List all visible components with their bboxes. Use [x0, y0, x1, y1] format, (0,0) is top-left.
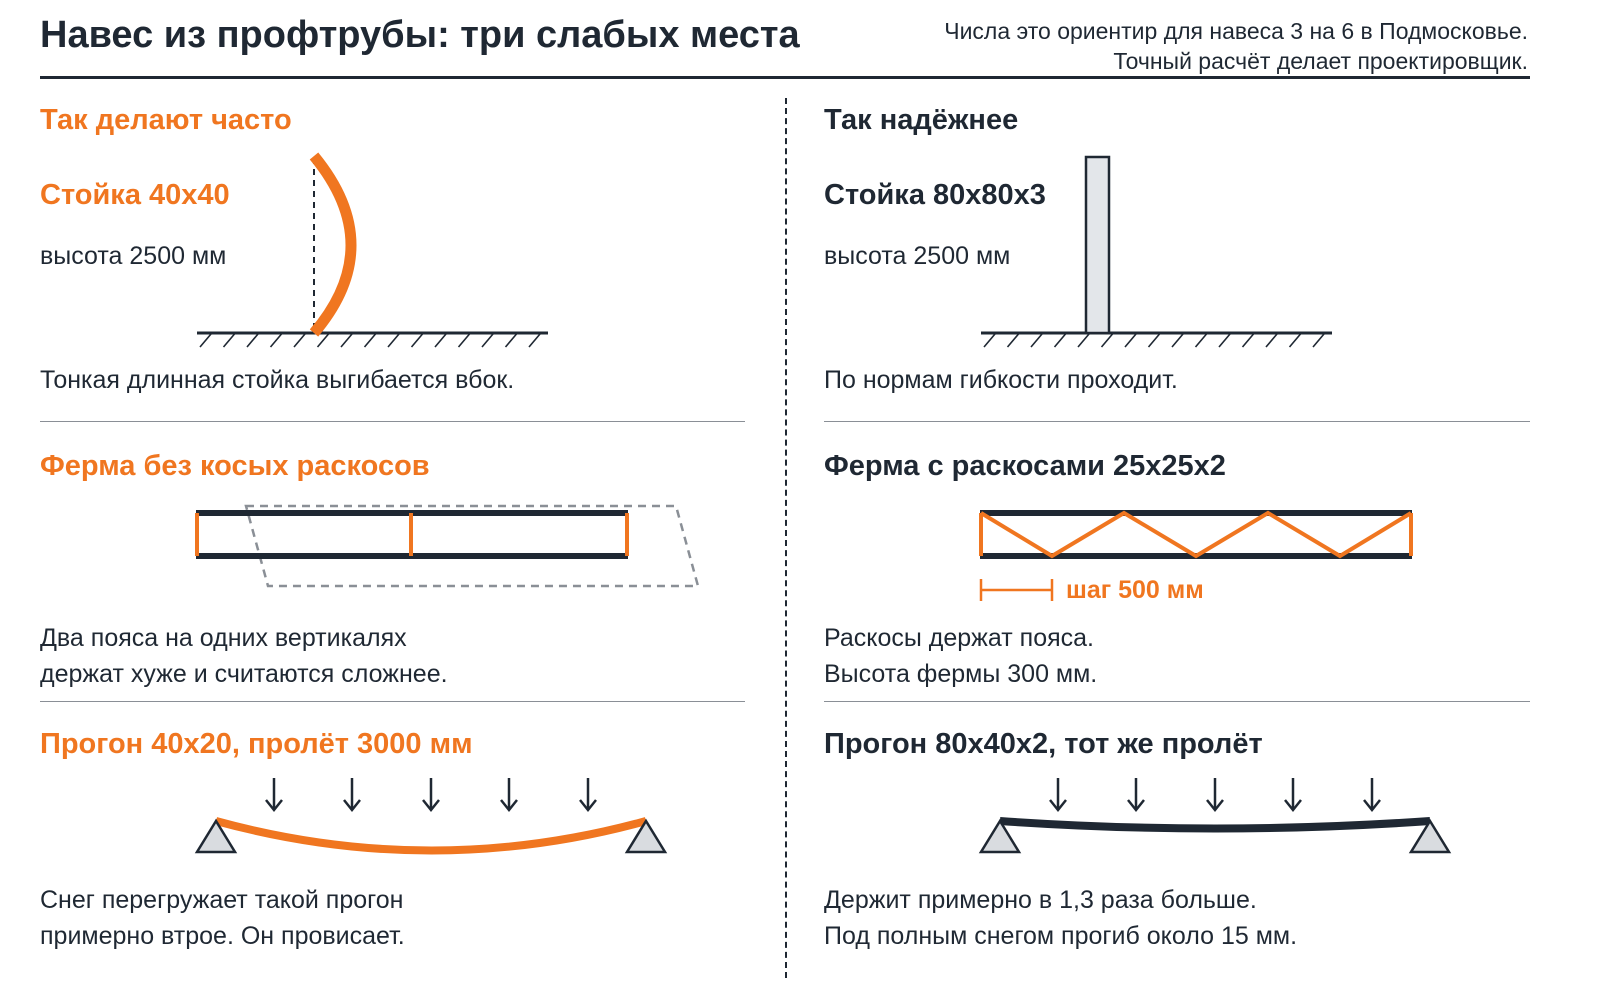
disclaimer-line-1: Числа это ориентир для навеса 3 на 6 в П…: [944, 18, 1528, 44]
sagging-purlin: [214, 817, 648, 855]
left-purlin-caption-line-2: примерно втрое. Он провисает.: [40, 922, 405, 950]
right-post-height: высота 2500 мм: [824, 242, 1011, 270]
right-post-diagram: [981, 155, 1332, 348]
left-separator-2: [40, 701, 745, 702]
left-purlin-diagram: [194, 778, 668, 855]
down-arrow-icon: [1049, 778, 1067, 813]
disclaimer-note: Числа это ориентир для навеса 3 на 6 в П…: [944, 16, 1528, 76]
left-post-caption: Тонкая длинная стойка выгибается вбок.: [40, 366, 515, 394]
left-column-title: Так делают часто: [40, 104, 292, 136]
ground-hatch-mark: [1265, 333, 1278, 348]
stiff-purlin: [999, 817, 1431, 833]
right-purlin-caption: Держит примерно в 1,3 раза больше. Под п…: [824, 882, 1297, 954]
ground-hatch-mark: [293, 333, 306, 348]
right-separator-2: [824, 701, 1530, 702]
disclaimer-line-2: Точный расчёт делает проектировщик.: [1113, 48, 1528, 74]
right-truss-caption-line-2: Высота фермы 300 мм.: [824, 660, 1098, 688]
ground-hatch-mark: [1077, 333, 1090, 348]
left-truss-diagram: [195, 504, 700, 588]
ground-hatch-mark: [199, 333, 212, 348]
ground-hatch-mark: [387, 333, 400, 348]
step-dimension: [979, 579, 1054, 601]
right-purlin-label: Прогон 80x40x2, тот же пролёт: [824, 728, 1263, 760]
left-support-b: [624, 818, 668, 854]
left-purlin-caption-line-1: Снег перегружает такой прогон: [40, 886, 404, 914]
left-truss-label: Ферма без косых раскосов: [40, 450, 430, 482]
down-arrow-icon: [1363, 778, 1381, 813]
ground-hatch-mark: [504, 333, 518, 348]
right-truss-caption: Раскосы держат пояса. Высота фермы 300 м…: [824, 620, 1097, 692]
ground-hatch-mark: [1312, 333, 1325, 348]
right-post-caption: По нормам гибкости проходит.: [824, 366, 1178, 394]
header-rule: [40, 76, 1530, 79]
right-support-a: [978, 818, 1022, 854]
ground-hatch-mark: [481, 333, 494, 348]
ground-hatch-mark: [983, 333, 996, 348]
left-post-height: высота 2500 мм: [40, 242, 227, 270]
deformed-truss-outline: [244, 504, 700, 588]
ground-hatch-mark: [1241, 333, 1255, 348]
ground-hatch-mark: [316, 333, 330, 348]
ground-hatch-mark: [1218, 333, 1231, 348]
column-divider: [785, 98, 787, 978]
down-arrow-icon: [579, 778, 597, 813]
left-separator-1: [40, 421, 745, 422]
left-truss-caption: Два пояса на одних вертикалях держат хуж…: [40, 620, 448, 692]
right-column-title: Так надёжнее: [824, 104, 1019, 136]
ground-hatch-mark: [269, 333, 283, 348]
right-truss-diagram: [979, 510, 1413, 601]
ground-hatch-mark: [1053, 333, 1067, 348]
ground-hatch-mark: [1100, 333, 1114, 348]
right-post-label: Стойка 80x80x3: [824, 179, 1046, 211]
ground-hatch-mark: [246, 333, 259, 348]
right-purlin-caption-line-2: Под полным снегом прогиб около 15 мм.: [824, 922, 1298, 950]
ground-hatch-mark: [1124, 333, 1137, 348]
page-title: Навес из профтрубы: три слабых места: [40, 14, 800, 56]
left-support-a: [194, 818, 238, 854]
diagonal-bracing: [979, 510, 1413, 559]
truss-step-label: шаг 500 мм: [1066, 576, 1204, 604]
straight-post: [1084, 155, 1111, 335]
right-support-b: [1408, 818, 1452, 854]
ground-hatch-mark: [1171, 333, 1184, 348]
ground-hatch-mark: [340, 333, 353, 348]
ground-hatch-mark: [434, 333, 447, 348]
left-purlin-label: Прогон 40x20, пролёт 3000 мм: [40, 728, 473, 760]
right-separator-1: [824, 421, 1530, 422]
buckled-post: [309, 152, 357, 337]
snow-load-arrows-right: [1049, 778, 1381, 813]
ground-hatch-mark: [1288, 333, 1302, 348]
left-post-label: Стойка 40x40: [40, 179, 230, 211]
left-truss-caption-line-2: держат хуже и считаются сложнее.: [40, 660, 448, 688]
down-arrow-icon: [1127, 778, 1145, 813]
ground-right-post: [981, 331, 1332, 348]
ground-hatch-mark: [1194, 333, 1208, 348]
snow-load-arrows-left: [265, 778, 597, 813]
left-post-diagram: [197, 152, 548, 348]
right-truss-caption-line-1: Раскосы держат пояса.: [824, 624, 1094, 652]
left-purlin-caption: Снег перегружает такой прогон примерно в…: [40, 882, 405, 954]
ground-hatch-mark: [410, 333, 424, 348]
ground-hatch-mark: [1030, 333, 1043, 348]
right-purlin-diagram: [978, 778, 1452, 854]
down-arrow-icon: [500, 778, 518, 813]
down-arrow-icon: [1206, 778, 1224, 813]
down-arrow-icon: [422, 778, 440, 813]
down-arrow-icon: [265, 778, 283, 813]
right-truss-label: Ферма с раскосами 25x25x2: [824, 450, 1226, 482]
down-arrow-icon: [1284, 778, 1302, 813]
ground-hatch-mark: [457, 333, 471, 348]
ground-hatch-mark: [1006, 333, 1020, 348]
left-truss-caption-line-1: Два пояса на одних вертикалях: [40, 624, 407, 652]
ground-hatch-mark: [363, 333, 377, 348]
ground-hatch-mark: [528, 333, 541, 348]
ground-hatch-mark: [222, 333, 236, 348]
down-arrow-icon: [343, 778, 361, 813]
ground-left-post: [197, 331, 548, 348]
ground-hatch-mark: [1147, 333, 1161, 348]
right-purlin-caption-line-1: Держит примерно в 1,3 раза больше.: [824, 886, 1257, 914]
